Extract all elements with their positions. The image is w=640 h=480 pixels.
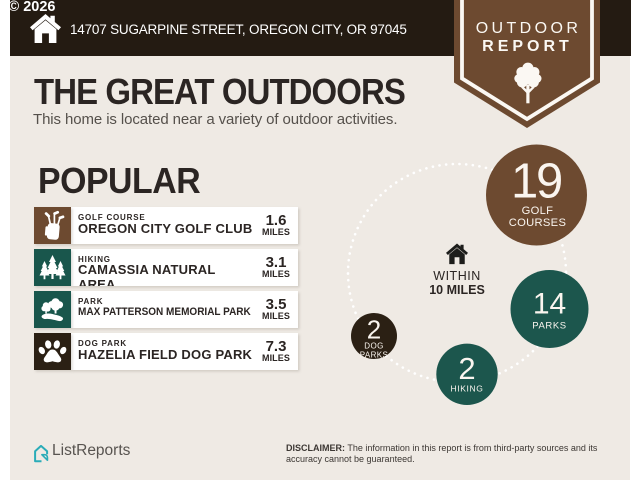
svg-text:2: 2 (367, 314, 381, 344)
svg-text:14: 14 (533, 288, 566, 321)
svg-text:DOG: DOG (364, 341, 383, 350)
svg-text:COURSES: COURSES (509, 217, 566, 229)
svg-text:PARKS: PARKS (532, 321, 567, 332)
svg-text:HIKING: HIKING (451, 384, 484, 394)
svg-text:19: 19 (511, 155, 561, 209)
svg-text:GOLF: GOLF (522, 205, 554, 217)
svg-text:WITHIN: WITHIN (433, 269, 480, 283)
svg-text:2: 2 (458, 351, 475, 386)
svg-text:REPORT: REPORT (482, 38, 573, 55)
svg-text:OUTDOOR: OUTDOOR (476, 20, 582, 37)
svg-text:10 MILES: 10 MILES (429, 283, 485, 297)
svg-text:PARKS: PARKS (360, 351, 389, 360)
